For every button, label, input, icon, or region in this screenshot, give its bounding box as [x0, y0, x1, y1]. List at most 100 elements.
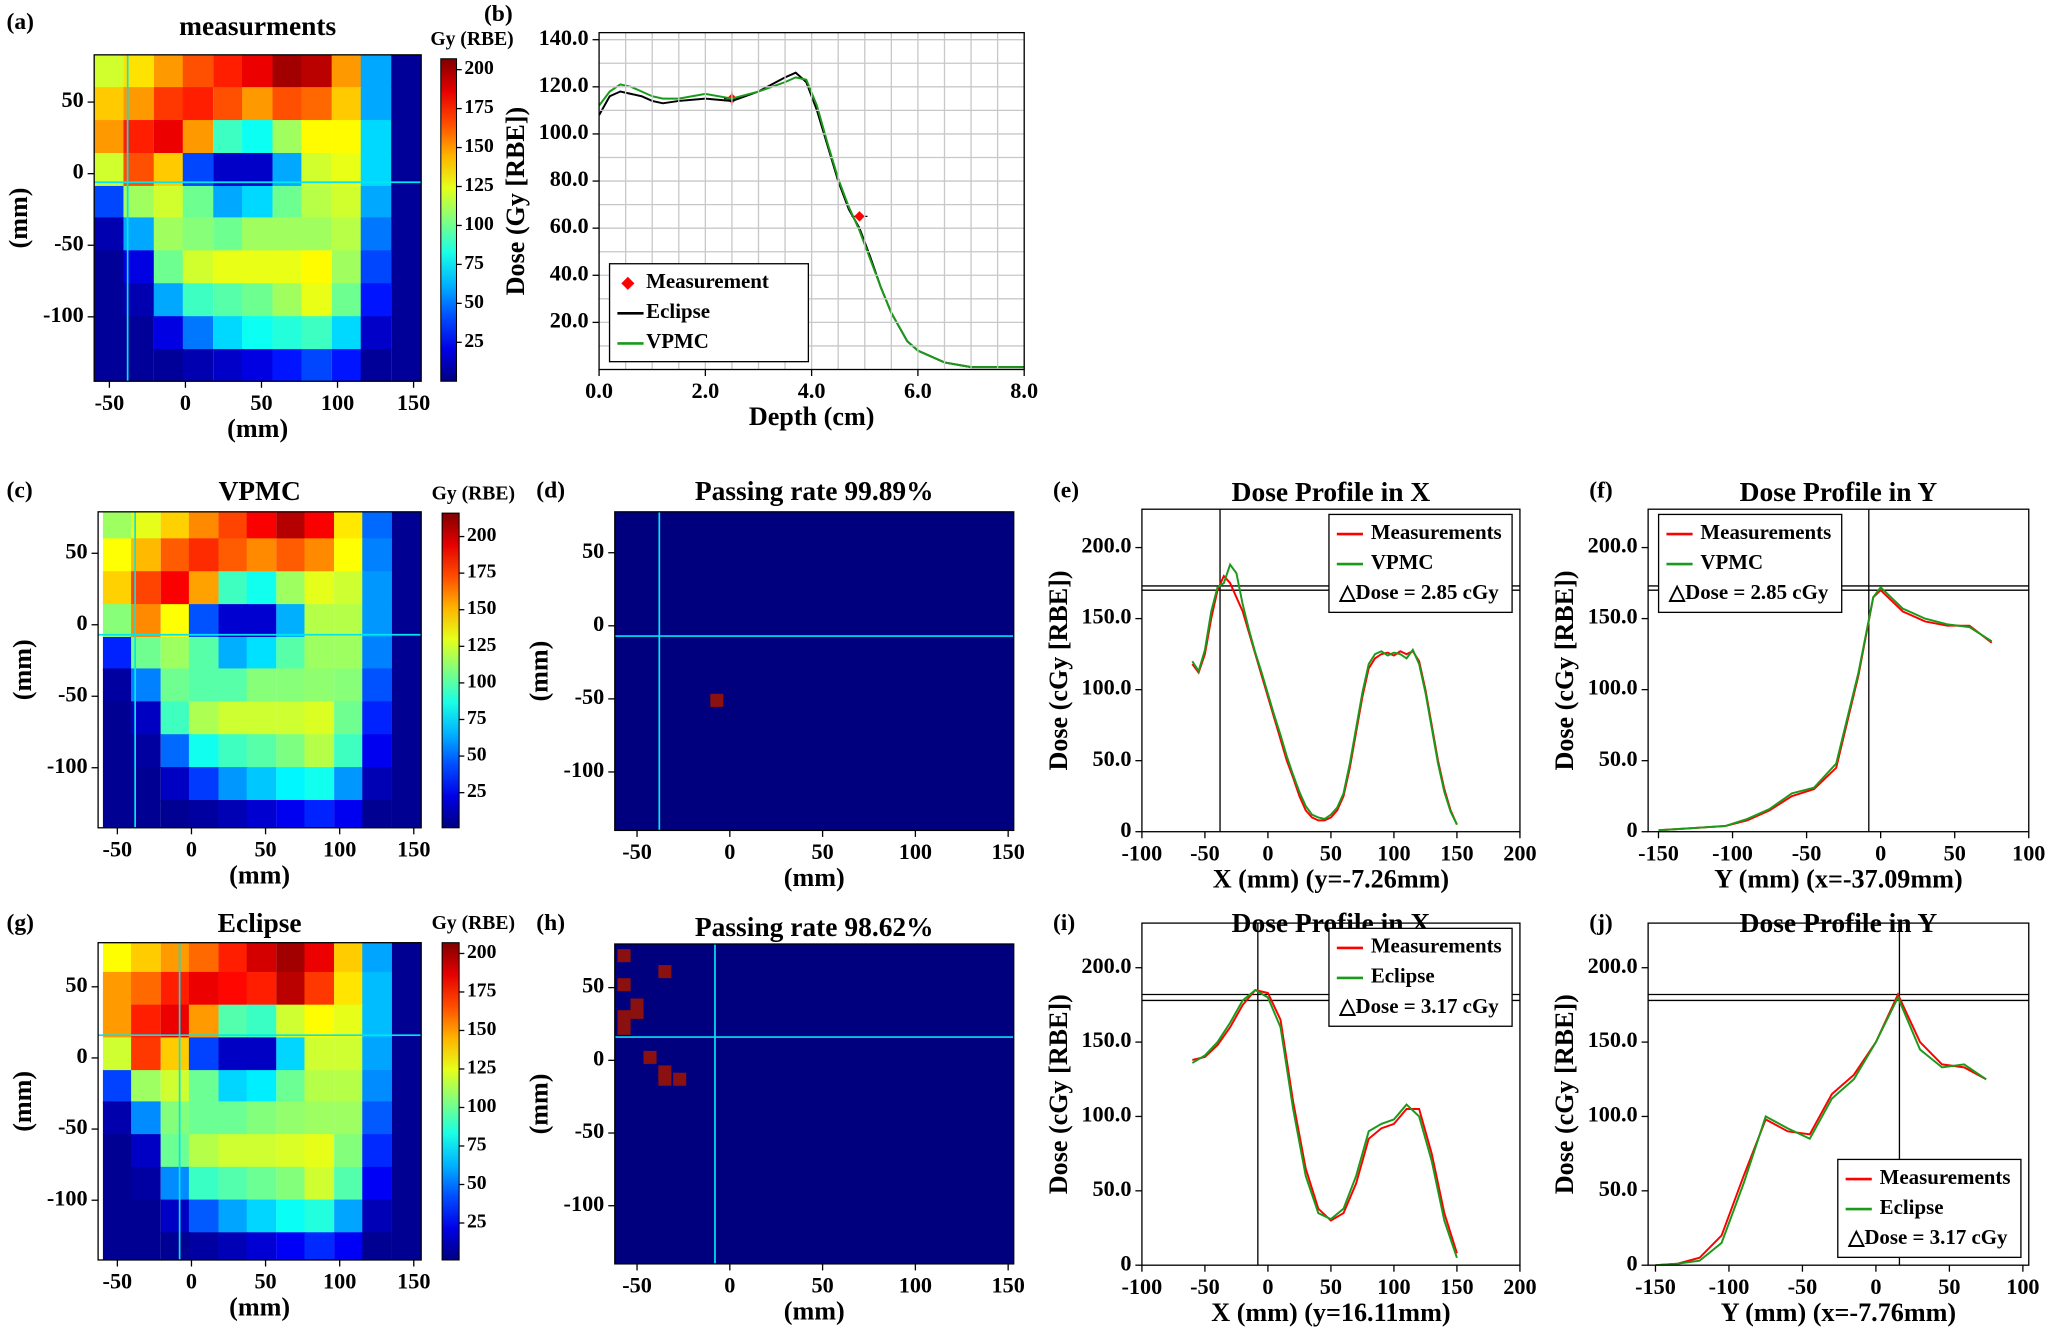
- heatmap-cell: [182, 185, 214, 220]
- heatmap-cell: [334, 734, 364, 768]
- heatmap-cell: [218, 1166, 249, 1201]
- plot-area: [98, 511, 422, 828]
- heatmap-cell: [246, 767, 277, 801]
- heatmap-cell: [102, 1199, 133, 1233]
- panel-label: (f): [1589, 478, 1613, 504]
- x-tick-label: 150: [397, 1269, 430, 1294]
- x-tick-label: 100: [2012, 840, 2045, 865]
- heatmap-cell: [218, 767, 249, 801]
- x-axis-label: X (mm) (y=-7.26mm): [1213, 864, 1449, 893]
- colorbar-tick-label: 175: [467, 980, 497, 1001]
- failed-point: [673, 1072, 687, 1086]
- colorbar-tick-label: 200: [467, 942, 497, 963]
- heatmap-cell: [123, 217, 154, 251]
- heatmap-cell: [391, 1134, 422, 1168]
- y-tick-label: 140.0: [539, 25, 589, 50]
- heatmap-cell: [391, 571, 422, 605]
- legend-label: Measurement: [646, 269, 769, 293]
- heatmap-cell: [391, 283, 422, 317]
- heatmap-cell: [301, 349, 332, 382]
- heatmap-cell: [391, 1101, 422, 1135]
- heatmap-cell: [160, 538, 191, 572]
- heatmap-cell: [391, 1037, 422, 1071]
- heatmap-cell: [131, 942, 161, 973]
- colorbar-tick-label: 200: [464, 58, 494, 79]
- x-tick-label: 50: [811, 839, 833, 864]
- heatmap-cell: [276, 1199, 307, 1233]
- heatmap-cell: [218, 637, 249, 671]
- y-tick-label: 60.0: [550, 213, 589, 238]
- x-tick-label: -50: [1788, 1274, 1818, 1299]
- heatmap-cell: [102, 1004, 133, 1039]
- panel-label: (b): [484, 1, 513, 27]
- heatmap-cell: [153, 349, 185, 382]
- y-tick-label: 50: [65, 538, 87, 563]
- y-axis-label: Dose (Gy [RBE]): [501, 107, 530, 295]
- heatmap-cell: [102, 1037, 133, 1071]
- heatmap-cell: [304, 1199, 335, 1233]
- y-tick-label: 50.0: [1599, 1176, 1638, 1201]
- heatmap-cell: [102, 734, 133, 768]
- x-tick-label: 50: [1938, 1274, 1960, 1299]
- heatmap-cell: [362, 637, 392, 671]
- heatmap-cell: [360, 283, 392, 317]
- colorbar-label: Gy (RBE): [432, 913, 515, 934]
- heatmap-cell: [360, 120, 392, 154]
- x-axis-label: Y (mm) (x=-37.09mm): [1714, 864, 1962, 893]
- x-tick-label: -100: [1712, 840, 1753, 865]
- x-tick-label: 50: [1320, 1274, 1342, 1299]
- y-tick-label: -50: [575, 684, 605, 709]
- heatmap-cell: [246, 701, 277, 735]
- heatmap-cell: [182, 250, 214, 284]
- heatmap-cell: [360, 316, 392, 350]
- x-tick-label: -50: [103, 1269, 133, 1294]
- heatmap-cell: [160, 1134, 191, 1168]
- heatmap-cell: [188, 1134, 219, 1168]
- heatmap-cell: [272, 185, 303, 220]
- heatmap-cell: [391, 668, 422, 702]
- heatmap-cell: [331, 120, 363, 154]
- failed-point: [630, 1005, 644, 1019]
- heatmap-cell: [182, 349, 214, 382]
- heatmap-cell: [153, 250, 185, 284]
- heatmap-cell: [102, 701, 133, 735]
- heatmap-cell: [153, 283, 185, 317]
- x-axis-label: X (mm) (y=16.11mm): [1211, 1298, 1450, 1327]
- heatmap-cell: [360, 152, 392, 187]
- heatmap-cell: [331, 152, 363, 187]
- x-axis-label: (mm): [227, 414, 288, 443]
- y-tick-label: 100.0: [1081, 1102, 1131, 1127]
- heatmap-cell: [391, 734, 422, 768]
- x-axis-label: (mm): [229, 860, 290, 889]
- heatmap-cell: [391, 87, 422, 121]
- heatmap-cell: [123, 349, 154, 382]
- heatmap-cell: [102, 571, 133, 605]
- heatmap-cell: [218, 538, 249, 572]
- heatmap-cell: [334, 767, 364, 801]
- heatmap-cell: [391, 185, 422, 220]
- heatmap-cell: [246, 942, 277, 973]
- colorbar-tick-label: 50: [467, 1173, 487, 1194]
- heatmap-cell: [246, 604, 277, 638]
- heatmap-cell: [131, 767, 161, 801]
- panel-label: (h): [536, 910, 565, 936]
- heatmap-cell: [362, 1101, 392, 1135]
- heatmap-cell: [123, 120, 154, 154]
- heatmap-cell: [360, 54, 392, 88]
- heatmap-cell: [123, 185, 154, 220]
- heatmap-cell: [131, 1004, 161, 1039]
- x-tick-label: 100: [1377, 1274, 1410, 1299]
- legend-label: VPMC: [1700, 550, 1763, 574]
- y-tick-label: 50: [61, 87, 83, 112]
- heatmap-cell: [123, 316, 154, 350]
- heatmap-cell: [391, 799, 422, 828]
- failed-point: [710, 693, 724, 707]
- heatmap-cell: [182, 152, 214, 187]
- heatmap-cell: [362, 604, 392, 638]
- x-axis-label: Depth (cm): [749, 402, 875, 431]
- x-tick-label: -100: [1122, 840, 1163, 865]
- heatmap-cell: [123, 54, 154, 88]
- heatmap-cell: [160, 637, 191, 671]
- y-axis-label: Dose (cGy [RBE]): [1550, 994, 1579, 1194]
- x-tick-label: -50: [1190, 840, 1220, 865]
